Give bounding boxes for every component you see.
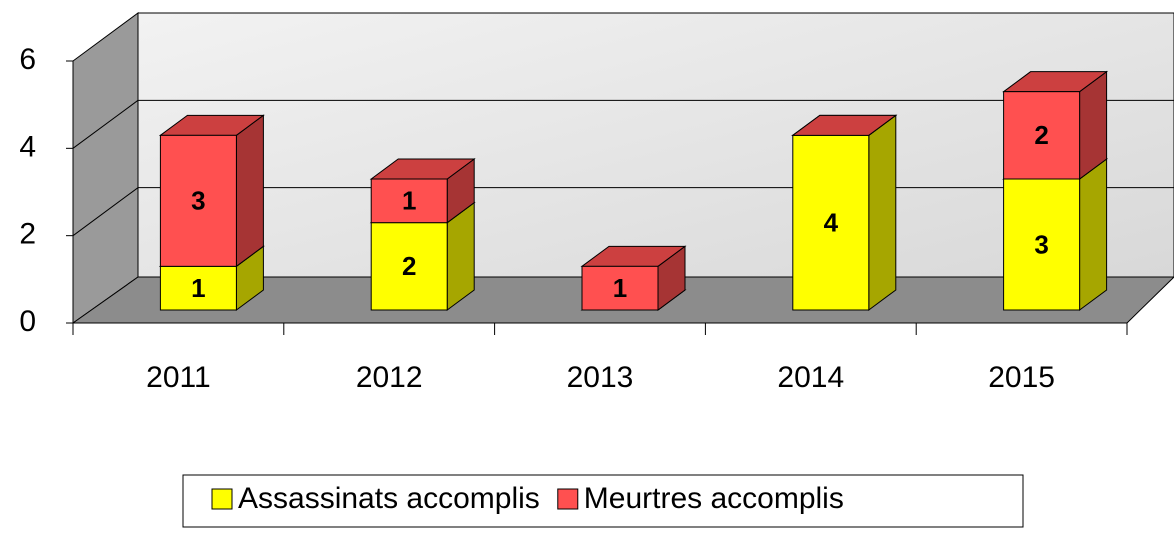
data-label: 3 [191,186,205,216]
bar-front [370,178,448,224]
grid-line [72,99,139,149]
data-label: 3 [1034,229,1048,259]
bar-segment [1002,158,1109,311]
bar-segment [158,114,265,268]
bar-side [868,114,897,311]
side-wall [72,12,139,324]
bar-front [1003,178,1081,311]
data-label: 4 [824,208,839,238]
x-tick-label: 2015 [988,361,1055,394]
bar-segment [369,158,476,224]
bar-segment [791,114,898,311]
y-tick-label: 4 [19,130,36,163]
bar-front [370,222,448,311]
data-label: 1 [191,273,205,303]
x-tick-label: 2012 [356,361,423,394]
y-tick-label: 2 [19,218,36,251]
data-label: 2 [402,251,416,281]
y-tick-label: 0 [19,305,36,338]
legend-swatch [557,488,579,510]
x-tick-label: 2011 [146,361,211,394]
y-tick-label: 6 [19,43,36,76]
bar-side [1079,158,1108,311]
data-label: 1 [402,186,416,216]
bar-segment [791,114,898,136]
bar-front [159,134,237,267]
bar-front [159,265,237,311]
data-label: 1 [613,273,627,303]
x-tick-label: 2013 [567,361,634,394]
legend-box [182,474,1024,528]
x-tick-label: 2014 [777,361,844,394]
legend-label: Assassinats accomplis [238,482,540,515]
bar-segment [1002,70,1109,180]
legend-label: Meurtres accomplis [584,482,844,515]
grid-line [72,187,139,237]
bar-segment [580,245,687,311]
bar-top [791,114,898,136]
bar-front [581,265,659,311]
data-label: 2 [1034,120,1048,150]
bar-front [1003,91,1081,180]
legend-swatch [211,488,233,510]
bar-front [792,134,870,311]
bar-side [235,114,264,268]
